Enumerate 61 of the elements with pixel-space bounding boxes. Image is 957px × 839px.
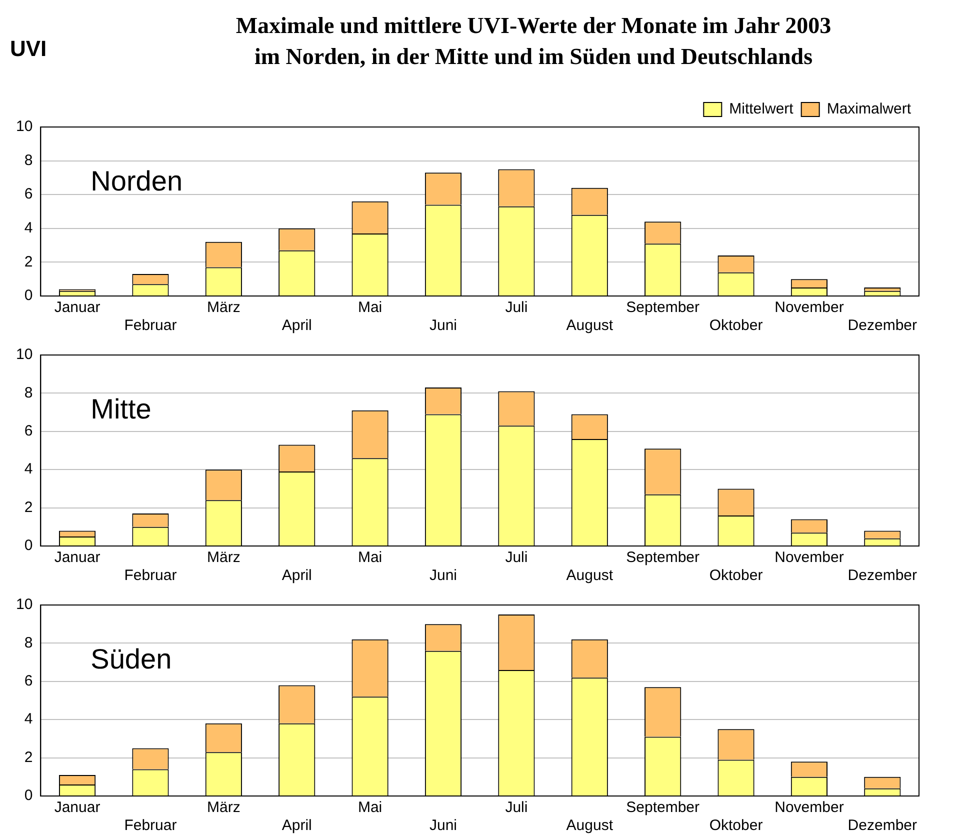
y-tick-label: 8 (24, 152, 33, 169)
x-tick-label: März (206, 799, 240, 816)
x-tick-label: Februar (124, 817, 177, 834)
x-tick-label: August (566, 317, 614, 334)
x-tick-label: August (566, 817, 614, 834)
x-tick-label: November (774, 549, 844, 566)
x-tick-label: September (626, 799, 700, 816)
legend-label: Maximalwert (826, 100, 912, 118)
annotation: Mitte (90, 394, 152, 425)
x-tick-label: Oktober (709, 317, 763, 334)
x-tick-label: Juni (429, 317, 458, 334)
x-tick-label: Januar (54, 299, 100, 316)
x-tick-label: Juli (505, 299, 528, 316)
x-tick-label: April (282, 317, 312, 334)
y-tick-label: 2 (24, 253, 33, 270)
x-tick-label: September (626, 299, 700, 316)
y-tick-label: 6 (24, 422, 33, 440)
y-tick-label: 8 (24, 384, 33, 402)
x-tick-label: Januar (54, 799, 100, 816)
x-tick-label: Dezember (848, 567, 918, 584)
x-tick-label: April (282, 567, 312, 584)
x-tick-label: Oktober (709, 817, 763, 834)
y-tick-label: 10 (16, 118, 33, 136)
x-tick-label: Oktober (709, 567, 763, 584)
y-tick-label: 8 (24, 634, 33, 652)
x-tick-label: Mai (358, 299, 382, 316)
annotation: Norden (90, 166, 183, 197)
x-tick-label: November (774, 299, 844, 316)
x-tick-label: Juni (429, 817, 458, 834)
annotation: Süden (90, 644, 172, 675)
y-tick-label: 2 (24, 748, 33, 766)
y-tick-label: 6 (24, 672, 33, 690)
x-tick-label: Februar (124, 317, 177, 334)
x-tick-label: April (282, 817, 312, 834)
y-tick-label: 0 (24, 787, 33, 804)
x-tick-label: August (566, 567, 614, 584)
y-tick-label: 4 (24, 710, 33, 728)
y-tick-label: 0 (24, 537, 33, 554)
x-tick-label: November (774, 799, 844, 816)
legend-label: Mittelwert (729, 100, 794, 118)
y-tick-label: 0 (24, 287, 33, 304)
x-tick-label: September (626, 549, 700, 566)
y-tick-label: 10 (16, 346, 33, 364)
x-tick-label: Dezember (848, 817, 918, 834)
x-tick-label: Juli (505, 549, 528, 566)
x-tick-label: Mai (358, 549, 382, 566)
x-tick-label: Februar (124, 567, 177, 584)
x-tick-label: Dezember (848, 317, 918, 334)
x-tick-label: Juni (429, 567, 458, 584)
y-tick-label: 6 (24, 186, 33, 203)
y-tick-label: 2 (24, 498, 33, 516)
x-tick-label: Mai (358, 799, 382, 816)
y-tick-label: 10 (16, 596, 33, 614)
y-tick-label: 4 (24, 460, 33, 478)
x-tick-label: März (206, 299, 240, 316)
y-axis-title: UVI (10, 36, 47, 62)
chart-title: Maximale und mittlere UVI-Werte der Monate im Jahr 2003 im Norden, in der Mitte und im Süden und Deutschlands (234, 12, 832, 71)
x-tick-label: Juli (505, 799, 528, 816)
y-tick-label: 4 (24, 220, 33, 237)
x-tick-label: Januar (54, 549, 100, 566)
x-tick-label: März (206, 549, 240, 566)
